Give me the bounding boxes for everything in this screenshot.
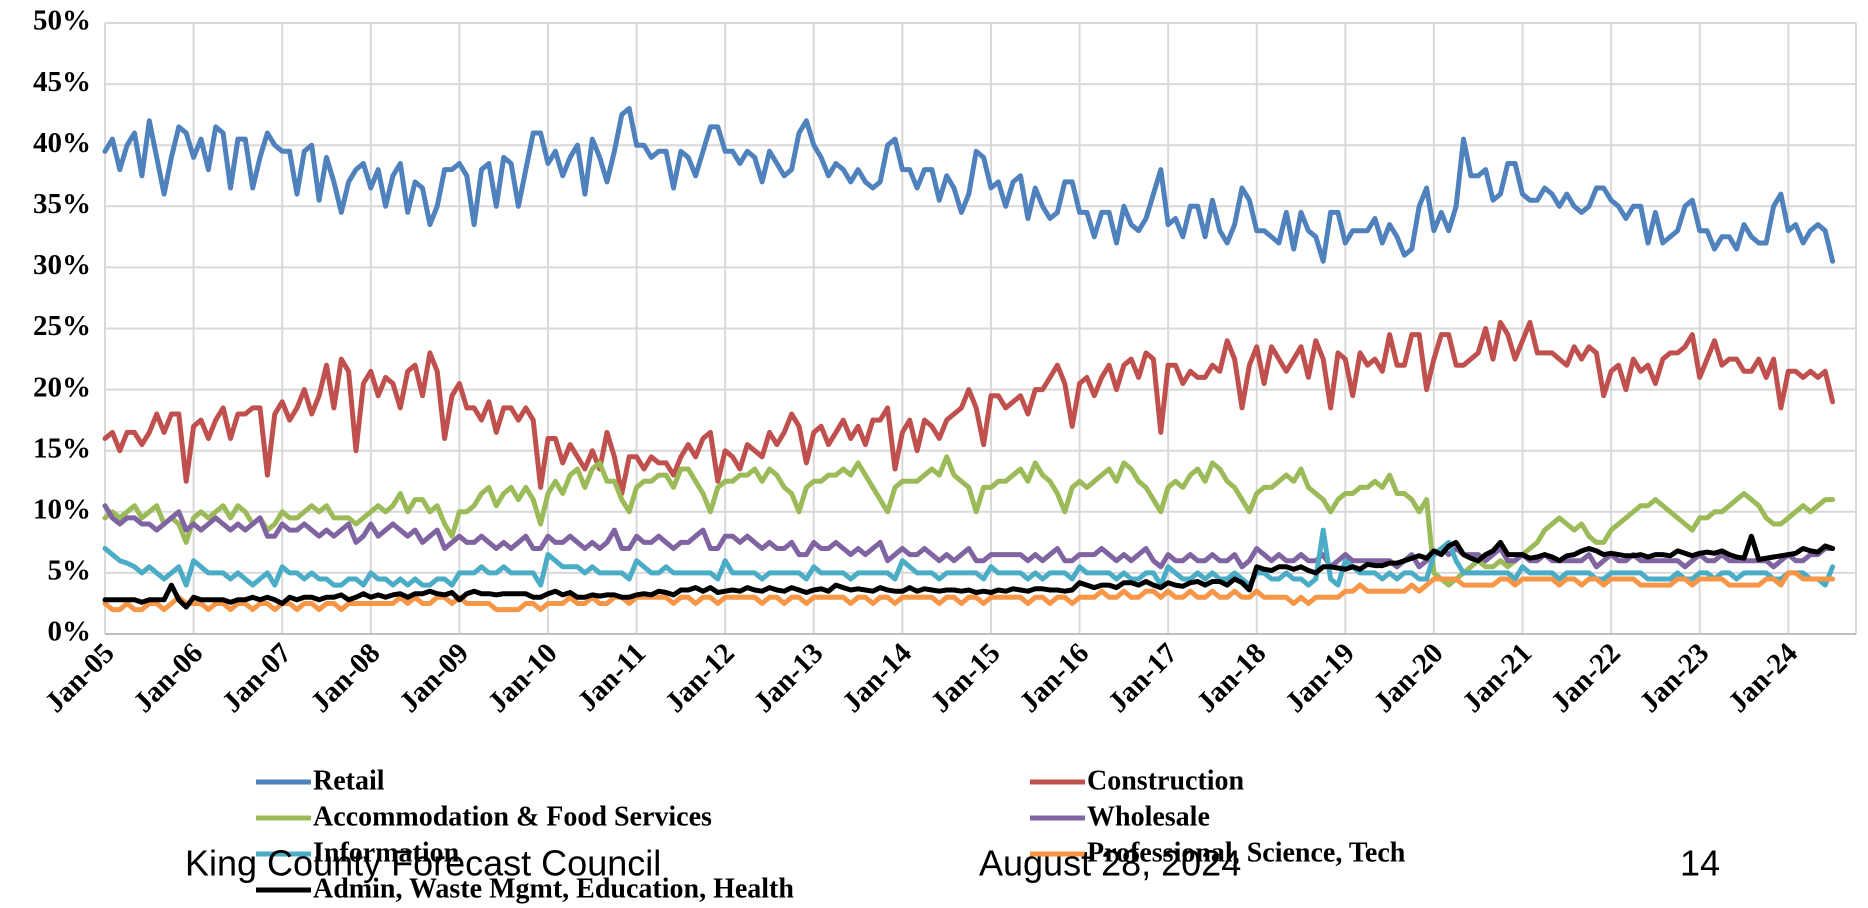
y-tick-label: 10%: [33, 493, 91, 525]
x-tick-label: Jan-06: [127, 637, 209, 719]
y-tick-label: 0%: [48, 616, 92, 648]
footer-date: August 28, 2024: [979, 843, 1241, 884]
footer-organization: King County Forecast Council: [185, 843, 661, 884]
x-tick-label: Jan-11: [571, 637, 652, 718]
grid: [104, 22, 1857, 635]
legend-label: Accommodation & Food Services: [313, 801, 712, 832]
legend-label: Professional, Science, Tech: [1087, 837, 1406, 868]
y-tick-label: 40%: [33, 127, 91, 159]
series-line: [102, 106, 1836, 264]
x-tick-label: Jan-24: [1722, 637, 1804, 719]
x-tick-label: Jan-14: [836, 637, 918, 719]
legend-label: Retail: [313, 765, 385, 796]
x-tick-label: Jan-15: [925, 637, 1007, 719]
y-tick-label: 20%: [33, 371, 91, 403]
legend: Retail Construction Accommodation & Food S…: [256, 765, 1406, 904]
y-tick-label: 30%: [33, 249, 91, 281]
legend-label: Admin, Waste Mgmt, Education, Health: [313, 873, 794, 904]
x-tick-label: Jan-21: [1456, 637, 1538, 719]
x-tick-label: Jan-09: [393, 637, 475, 719]
series-line: [102, 319, 1836, 496]
plot-lines: [102, 106, 1836, 613]
x-tick-label: Jan-22: [1545, 637, 1627, 719]
y-tick-label: 50%: [33, 5, 91, 37]
y-tick-label: 25%: [33, 310, 91, 342]
x-tick-label: Jan-07: [216, 637, 298, 719]
x-tick-label: Jan-13: [748, 637, 830, 719]
series-line: [102, 533, 1836, 610]
x-tick-label: Jan-16: [1013, 637, 1095, 719]
series-line: [102, 570, 1836, 613]
legend-label: Wholesale: [1087, 801, 1210, 832]
x-tick-label: Jan-20: [1368, 637, 1450, 719]
y-tick-label: 5%: [48, 555, 92, 587]
series-line: [102, 454, 1836, 588]
x-tick-label: Jan-23: [1633, 637, 1715, 719]
y-tick-label: 15%: [33, 432, 91, 464]
legend-label: Information: [313, 837, 460, 868]
x-tick-label: Jan-19: [1279, 637, 1361, 719]
series-line: [102, 527, 1836, 588]
x-tick-label: Jan-10: [482, 637, 564, 719]
x-tick-label: Jan-18: [1191, 637, 1273, 719]
x-tick-label: Jan-12: [659, 637, 741, 719]
y-tick-label: 35%: [33, 188, 91, 220]
y-tick-label: 45%: [33, 66, 91, 98]
x-tick-label: Jan-17: [1102, 637, 1184, 719]
x-tick-label: Jan-05: [39, 637, 121, 719]
axes: 0%5%10%15%20%25%30%35%40%45%50%Jan-05 Jan…: [33, 5, 1856, 719]
x-tick-label: Jan-08: [305, 637, 387, 719]
legend-label: Construction: [1087, 765, 1245, 796]
footer-page: 14: [1680, 843, 1720, 884]
